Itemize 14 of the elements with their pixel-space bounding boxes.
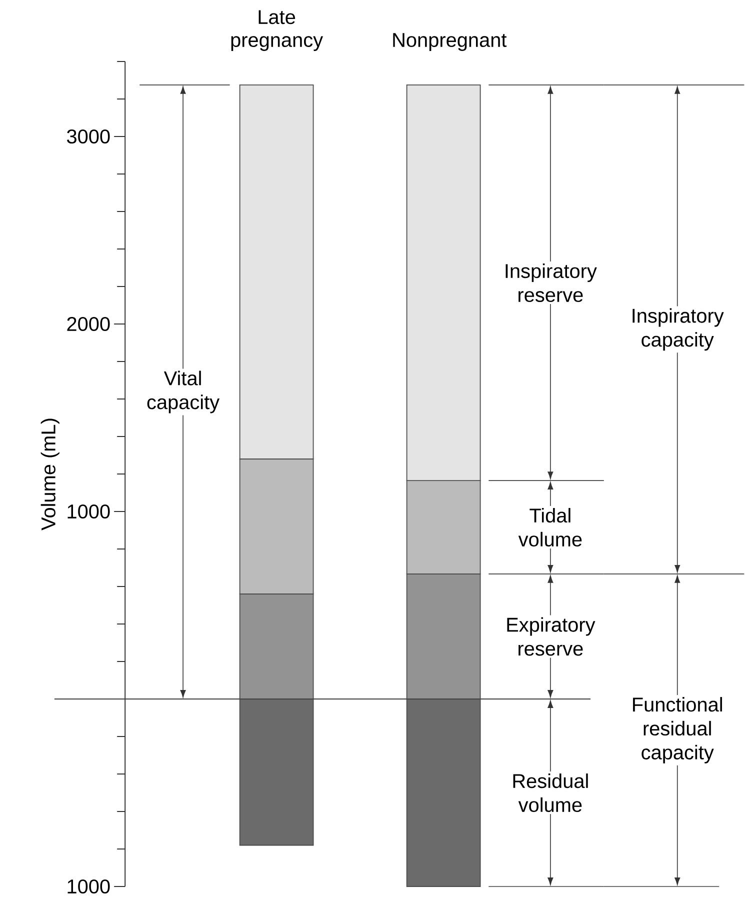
y-axis-title: Volume (mL)	[41, 418, 60, 530]
series-label: Expiratory reserve	[507, 617, 596, 656]
series-label: Residual volume	[514, 773, 588, 812]
series-label: Inspiratory reserve	[506, 263, 598, 302]
x-tick-label: Nonpregnant	[393, 33, 507, 51]
y-tick-label: 1000	[68, 504, 110, 519]
text: Inspiratory capacity	[632, 308, 724, 351]
x-tick-label: Late pregnancy	[232, 10, 324, 51]
text: Functional residual capacity	[633, 697, 722, 764]
y-tick-label: 2000	[67, 316, 110, 332]
y-tick-label: 1000	[68, 879, 110, 894]
annotation: Vital capacity	[148, 370, 220, 414]
series-label: Tidal volume	[518, 508, 582, 547]
y-tick-label: 3000	[67, 129, 110, 144]
